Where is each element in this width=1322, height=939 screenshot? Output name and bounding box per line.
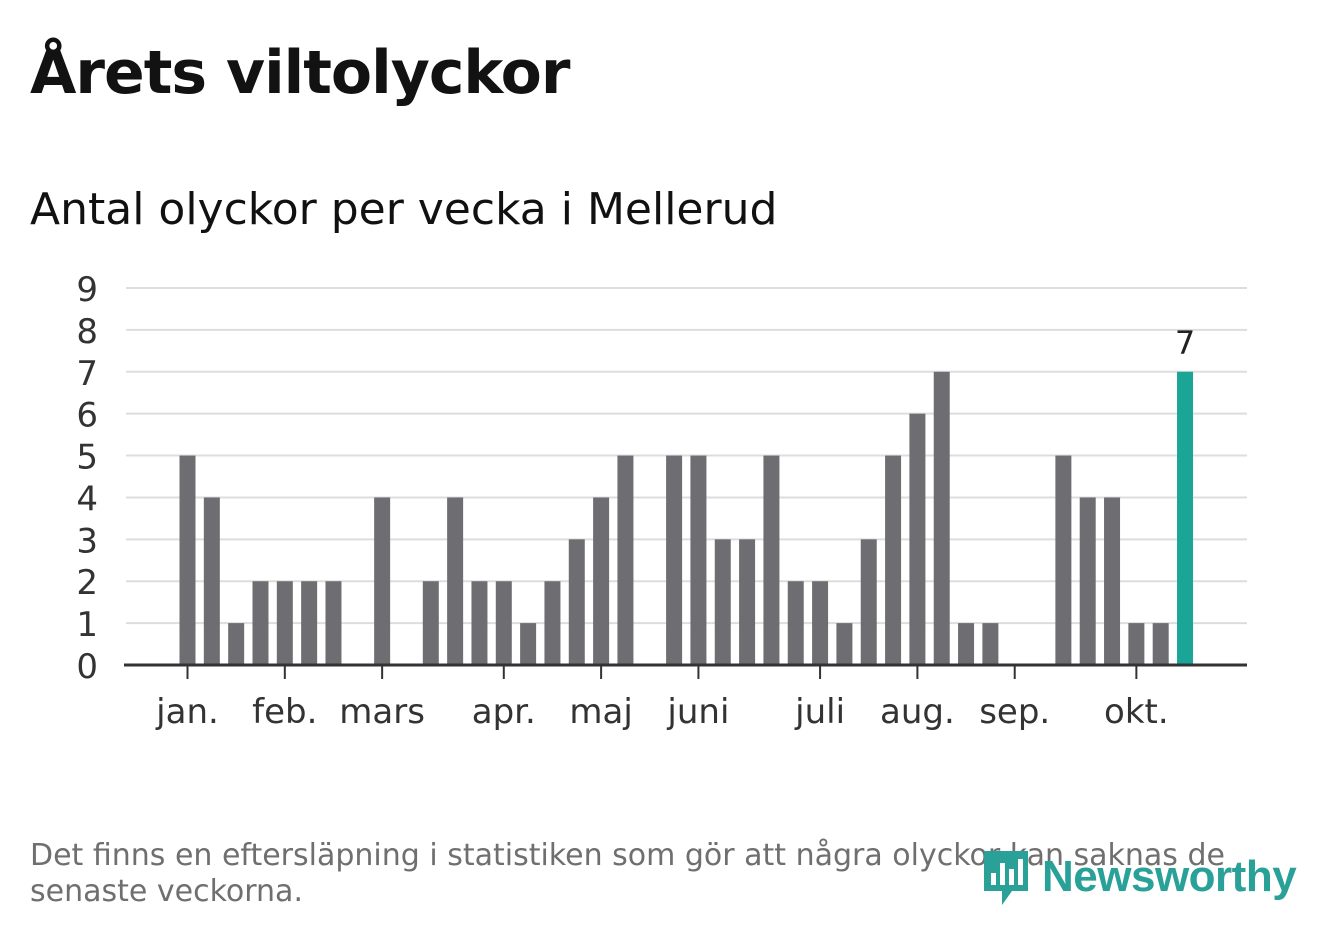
newsworthy-logo-icon	[984, 851, 1028, 905]
bar	[739, 539, 756, 665]
y-tick-label: 4	[76, 479, 98, 519]
bar	[933, 371, 950, 665]
bar	[520, 623, 537, 665]
bar	[422, 581, 439, 665]
x-tick-label: aug.	[880, 692, 955, 732]
y-tick-label: 7	[76, 354, 98, 394]
bar	[836, 623, 853, 665]
y-tick-label: 2	[76, 563, 98, 603]
bar	[714, 539, 731, 665]
x-tick-label: maj	[569, 692, 632, 732]
bar	[1104, 497, 1121, 665]
y-tick-label: 6	[76, 396, 98, 436]
bar	[471, 581, 488, 665]
x-tick-label: feb.	[252, 692, 317, 732]
bar	[568, 539, 585, 665]
bar	[1055, 455, 1072, 665]
bar	[179, 455, 196, 665]
x-tick-label: juni	[666, 692, 729, 732]
bar	[617, 455, 634, 665]
chart-subtitle: Antal olyckor per vecka i Mellerud	[30, 184, 778, 235]
y-tick-label: 8	[76, 312, 98, 352]
logo-name: Newsworthy	[1042, 852, 1297, 901]
data-label: 7	[1175, 324, 1195, 362]
bar	[812, 581, 829, 665]
bar	[544, 581, 561, 665]
newsworthy-logo: Newsworthy	[980, 843, 1297, 911]
y-tick-label: 9	[76, 270, 98, 310]
bar	[666, 455, 683, 665]
chart-title: Årets viltolyckor	[30, 38, 570, 108]
highlight-bar	[1177, 371, 1194, 665]
bar	[1079, 497, 1096, 665]
y-tick-label: 1	[76, 605, 98, 645]
bar	[1128, 623, 1145, 665]
bar	[690, 455, 707, 665]
bar	[495, 581, 512, 665]
bar	[909, 413, 926, 665]
x-tick-label: sep.	[979, 692, 1050, 732]
bar	[1152, 623, 1169, 665]
bar	[301, 581, 318, 665]
bar	[374, 497, 391, 665]
bar	[958, 623, 975, 665]
bar	[203, 497, 220, 665]
bar	[982, 623, 999, 665]
bar	[447, 497, 464, 665]
x-tick-label: okt.	[1104, 692, 1169, 732]
x-tick-label: apr.	[472, 692, 536, 732]
bar	[787, 581, 804, 665]
bar	[885, 455, 902, 665]
y-tick-label: 3	[76, 521, 98, 561]
bar	[228, 623, 245, 665]
x-tick-label: jan.	[155, 692, 219, 732]
y-tick-label: 0	[76, 647, 98, 687]
bar	[252, 581, 269, 665]
bar	[325, 581, 342, 665]
y-tick-label: 5	[76, 438, 98, 478]
x-tick-label: mars	[339, 692, 425, 732]
x-tick-label: juli	[794, 692, 845, 732]
bar	[860, 539, 877, 665]
bar	[593, 497, 610, 665]
bar	[763, 455, 780, 665]
bar	[276, 581, 293, 665]
